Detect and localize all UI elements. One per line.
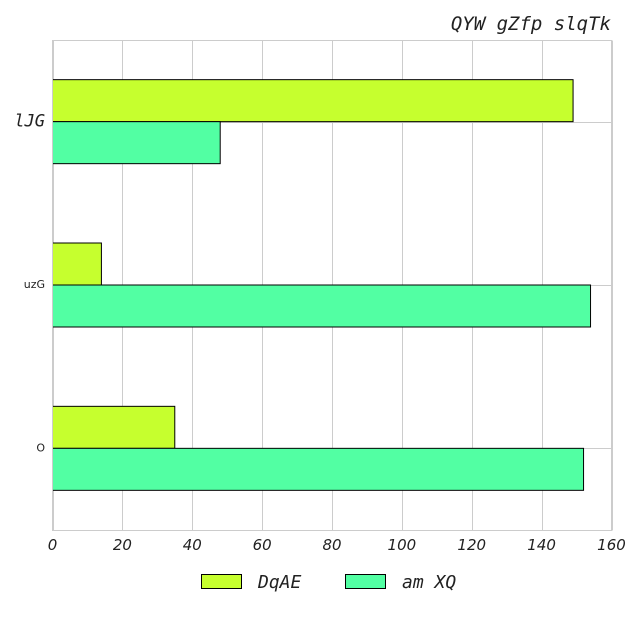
- y-axis-ticks: lJG uzG O: [14, 112, 45, 455]
- bars: [52, 79, 592, 491]
- bar-am-xq-ljg: [52, 121, 221, 165]
- bar-dqae-ljg: [52, 79, 574, 123]
- x-tick-label: 140: [527, 536, 556, 554]
- x-tick-label: 100: [388, 536, 417, 554]
- x-tick-label: 20: [113, 536, 132, 554]
- x-tick-label: 160: [597, 536, 626, 554]
- y-tick-label: lJG: [14, 112, 45, 132]
- bar-dqae-uzg: [52, 242, 102, 286]
- x-tick-label: 40: [183, 536, 202, 554]
- y-tick-label: uzG: [24, 278, 45, 291]
- y-tick-label: O: [36, 441, 45, 454]
- legend: DqAE am XQ: [201, 572, 456, 593]
- legend-label: DqAE: [257, 572, 302, 593]
- legend-swatch: [201, 574, 242, 589]
- legend-label: am XQ: [402, 572, 456, 593]
- x-tick-label: 0: [48, 536, 58, 554]
- x-tick-label: 60: [253, 536, 272, 554]
- plot-frame: [52, 40, 612, 531]
- x-tick-label: 120: [457, 536, 486, 554]
- bar-am-xq-uzg: [52, 284, 592, 328]
- chart-title: QYW gZfp slqTk: [451, 13, 612, 35]
- bar-dqae-o: [52, 405, 176, 449]
- bar-am-xq-o: [52, 447, 585, 491]
- x-tick-label: 80: [322, 536, 341, 554]
- x-axis-ticks: 0 20 40 60 80 100 120 140 160: [48, 536, 626, 554]
- legend-swatch: [345, 574, 386, 589]
